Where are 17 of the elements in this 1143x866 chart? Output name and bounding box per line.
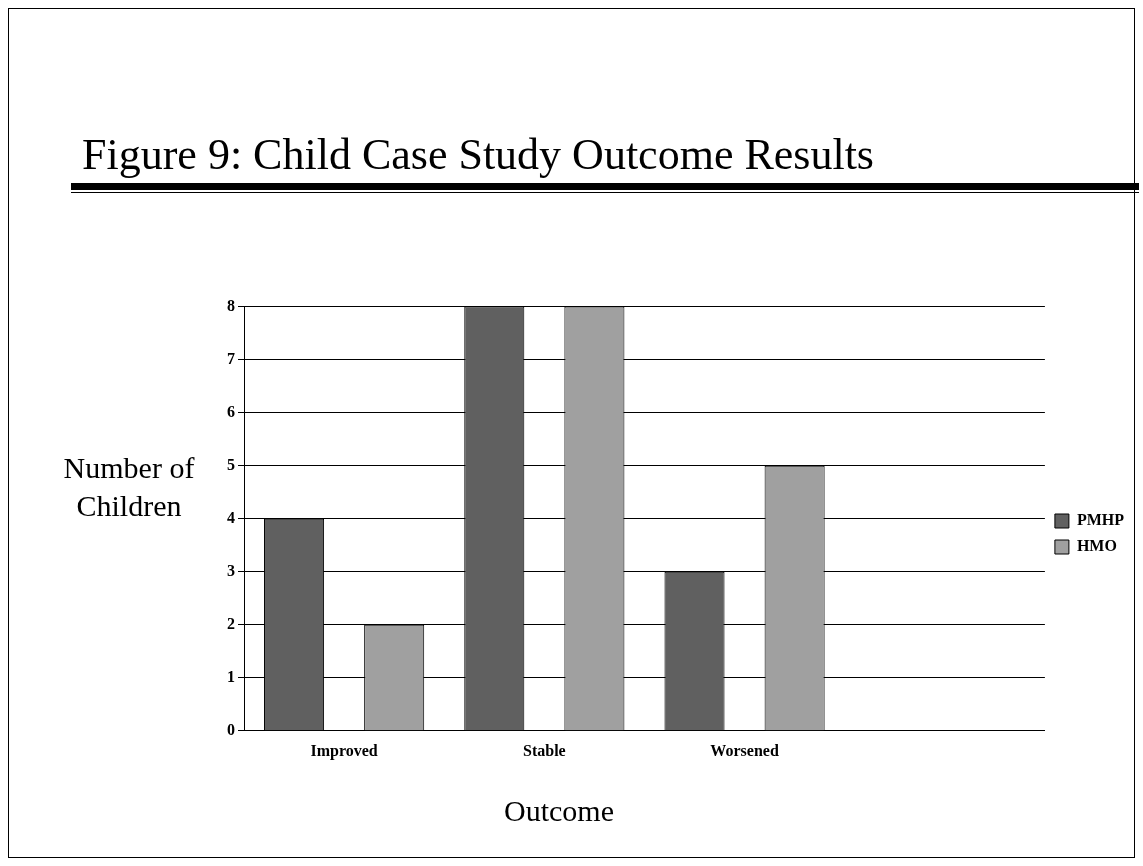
y-tick-label: 3 [227,561,235,579]
legend-label: HMO [1076,537,1117,555]
y-tick-label: 7 [227,349,235,367]
y-tick-label: 2 [227,614,235,632]
x-tick-label: Stable [523,741,566,759]
chart-title: Figure 9: Child Case Study Outcome Results [82,129,874,180]
y-tick-label: 1 [227,667,235,685]
y-tick-label: 5 [227,455,235,473]
x-tick-label: Worsened [710,741,779,759]
legend-label: PMHP [1076,511,1125,529]
y-tick-label: 8 [227,296,235,314]
x-tick-label: Improved [310,741,378,760]
y-axis-title: Number of Children [63,451,195,522]
y-tick-label: 0 [227,720,235,738]
y-tick-label: 6 [227,402,235,420]
y-tick-label: 4 [227,508,235,526]
x-axis-title: Outcome [503,794,615,828]
